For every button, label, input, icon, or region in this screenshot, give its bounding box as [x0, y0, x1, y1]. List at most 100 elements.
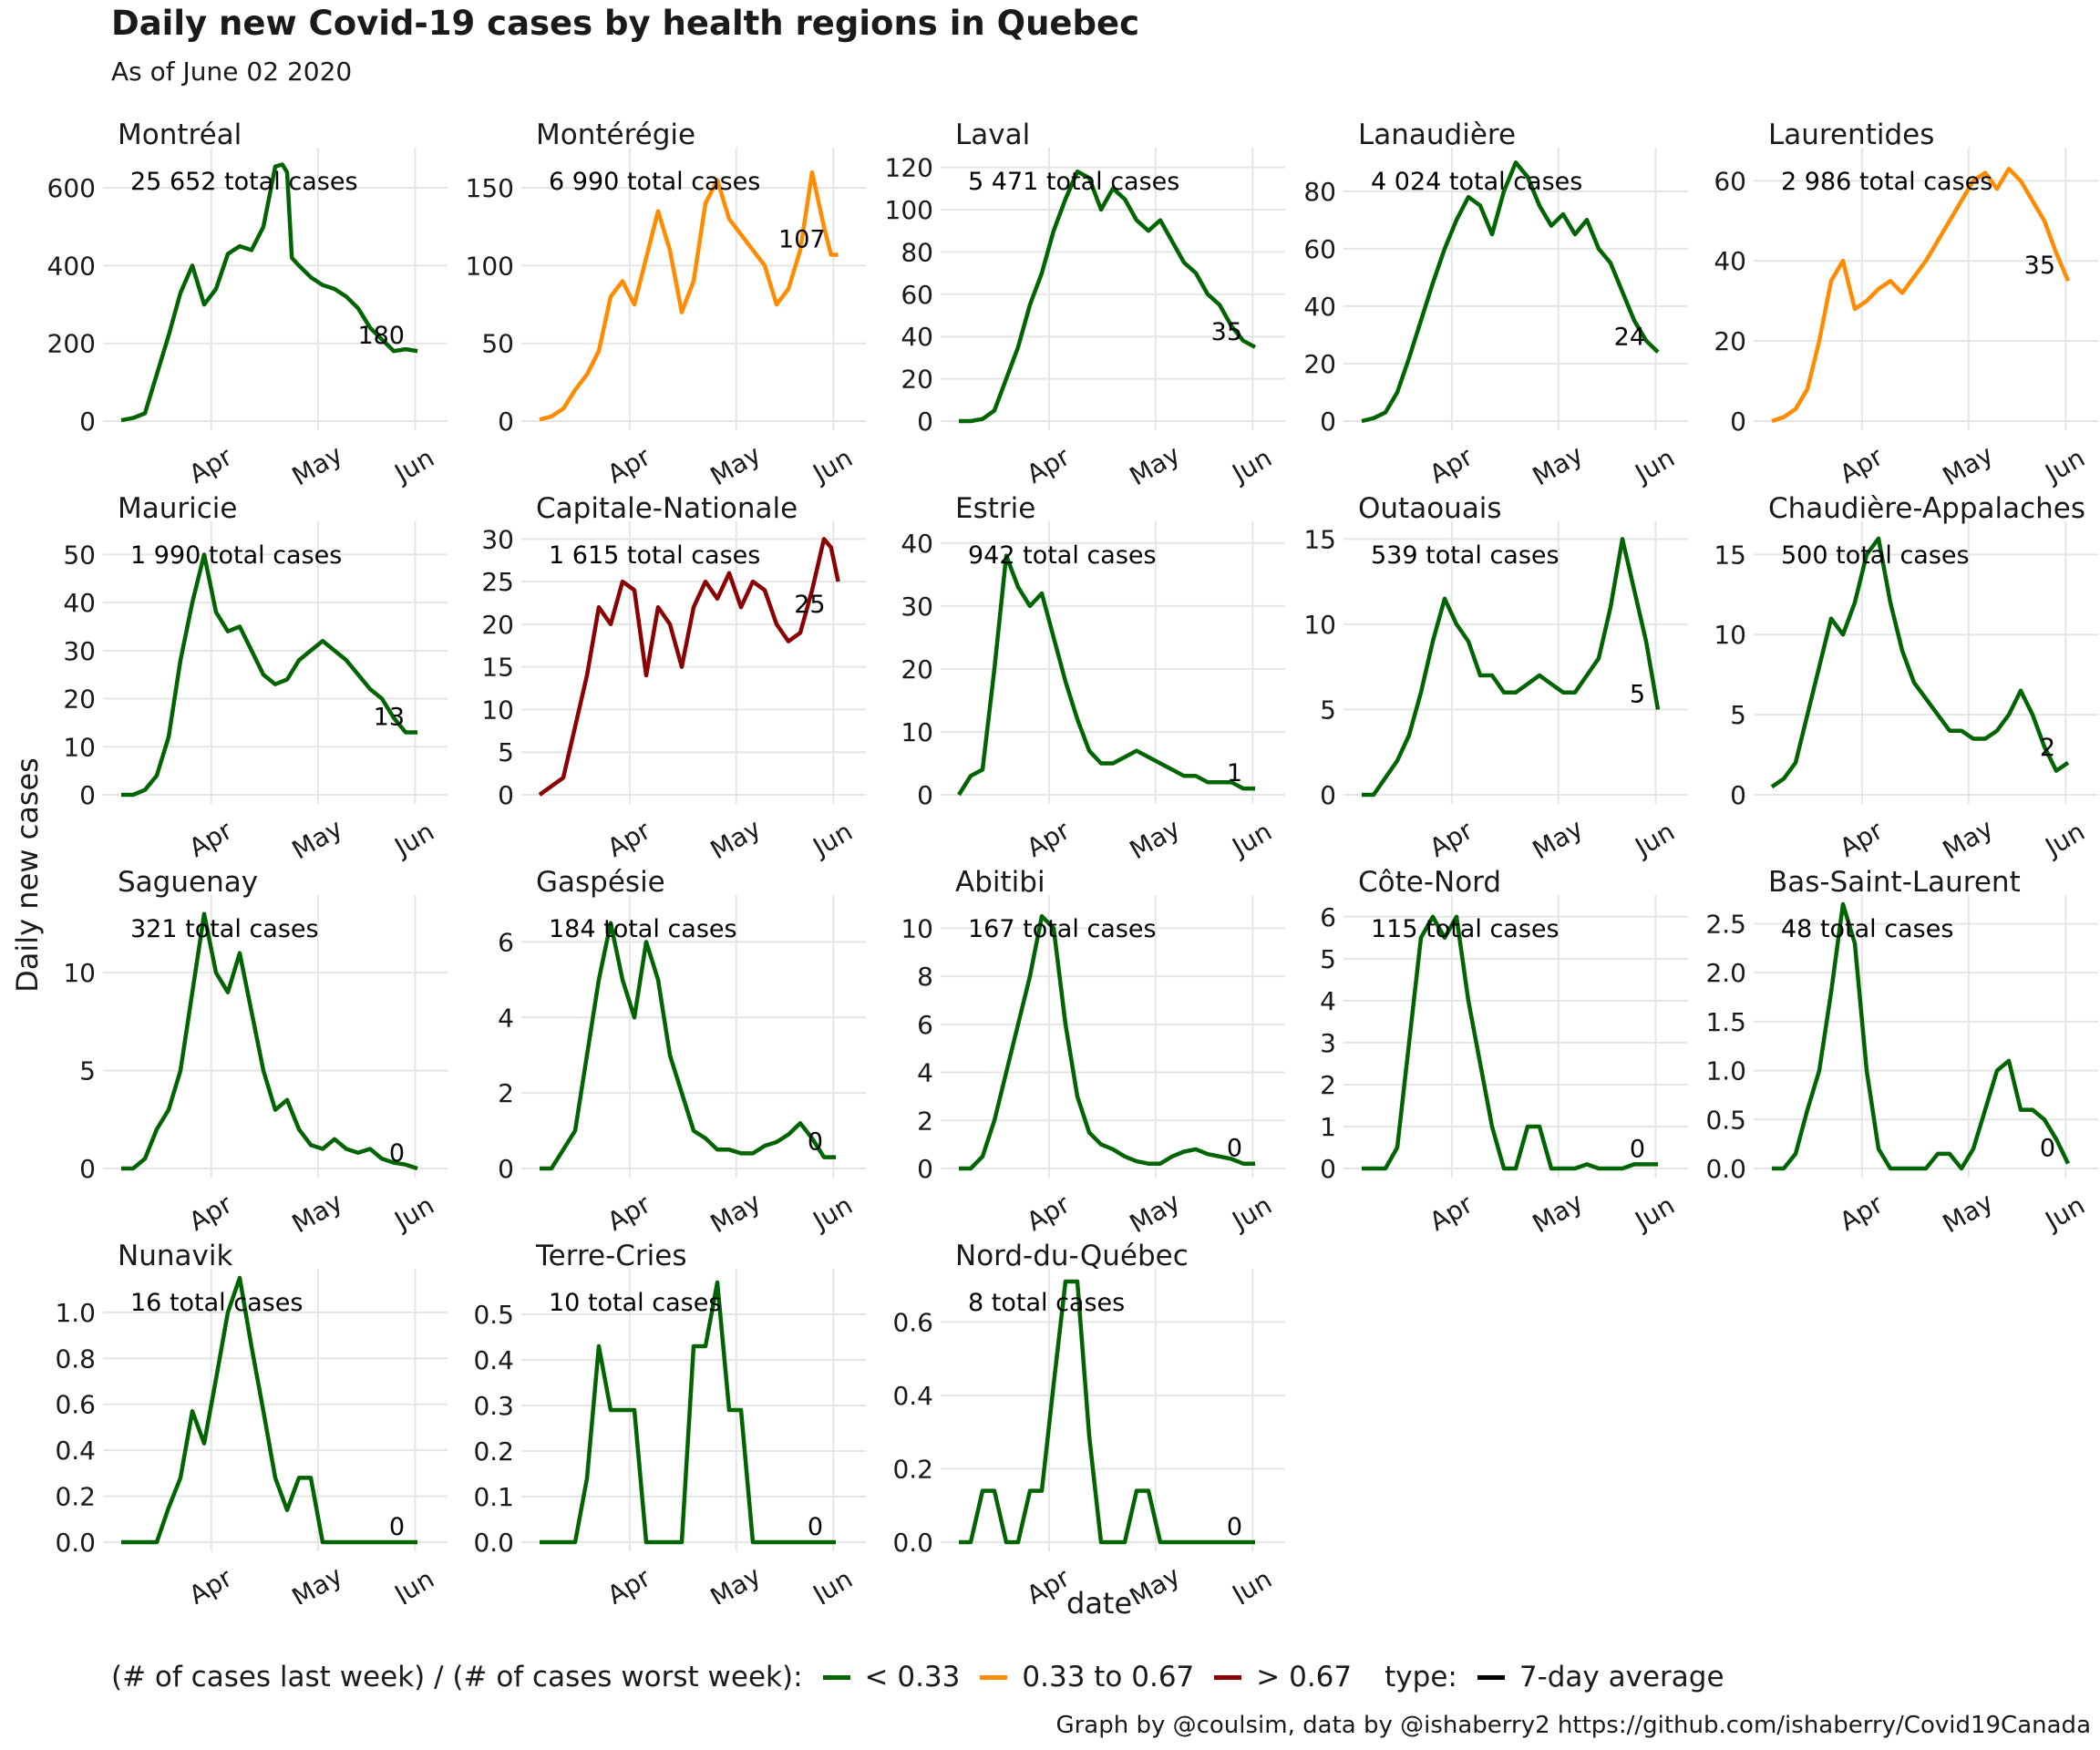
y-tick-label: 20	[481, 610, 514, 640]
panel-title: Gaspésie	[536, 866, 665, 899]
y-tick-label: 20	[1303, 349, 1336, 379]
x-tick-label: May	[1125, 813, 1186, 866]
series-line	[539, 170, 839, 422]
y-tick-label: 0	[1730, 780, 1746, 810]
y-tick-label: 5	[1320, 944, 1336, 974]
y-tick-label: 0.6	[55, 1390, 96, 1420]
x-tick-label: Jun	[2039, 816, 2090, 862]
y-tick-label: 120	[885, 153, 933, 183]
panel-title: Côte-Nord	[1358, 866, 1501, 899]
x-tick-label: Jun	[1629, 1189, 1680, 1236]
y-tick-label: 150	[466, 173, 514, 203]
x-tick-label: Apr	[184, 1189, 238, 1237]
legend-label-low: < 0.33	[864, 1661, 961, 1693]
x-tick-label: Apr	[602, 441, 656, 489]
legend-item-high: > 0.67	[1214, 1661, 1352, 1693]
x-tick-label: May	[287, 439, 348, 492]
y-tick-label: 0.5	[1705, 1105, 1746, 1135]
series-line	[121, 1275, 417, 1545]
y-tick-label: 40	[901, 529, 933, 559]
y-tick-label: 0	[1320, 780, 1336, 810]
y-tick-label: 40	[1303, 292, 1336, 322]
y-tick-label: 20	[901, 365, 933, 395]
total-cases-label: 539 total cases	[1371, 541, 1560, 570]
total-cases-label: 1 990 total cases	[130, 541, 342, 570]
y-tick-label: 0.4	[55, 1436, 96, 1466]
series-line	[1771, 166, 2071, 424]
y-tick-label: 30	[481, 524, 514, 554]
series-line	[1361, 160, 1660, 424]
end-value-label: 25	[794, 591, 825, 619]
x-tick-label: Jun	[2039, 1189, 2090, 1236]
y-tick-label: 40	[1714, 246, 1746, 276]
chart-title: Daily new Covid-19 cases by health regio…	[111, 4, 1140, 43]
legend-key-low	[822, 1674, 850, 1680]
y-tick-label: 60	[1303, 234, 1336, 264]
y-tick-label: 2.0	[1705, 958, 1746, 988]
y-tick-label: 20	[901, 654, 933, 685]
x-tick-label: Apr	[1835, 1189, 1889, 1237]
y-tick-label: 2	[917, 1106, 933, 1136]
y-tick-label: 5	[1730, 700, 1746, 730]
legend-label-7day: 7-day average	[1518, 1661, 1724, 1693]
x-tick-label: Apr	[1022, 815, 1076, 863]
y-tick-label: 8	[917, 962, 933, 992]
x-tick-label: Jun	[807, 1189, 858, 1236]
y-tick-label: 200	[47, 329, 96, 359]
legend: (# of cases last week) / (# of cases wor…	[111, 1661, 1724, 1693]
y-tick-label: 0	[498, 780, 514, 810]
end-value-label: 24	[1614, 323, 1645, 351]
panel-title: Nunavik	[118, 1240, 232, 1272]
y-tick-label: 0	[917, 1154, 933, 1184]
y-tick-label: 1	[1320, 1112, 1336, 1142]
series-line	[959, 913, 1255, 1171]
end-value-label: 13	[374, 703, 405, 731]
series-line	[959, 1279, 1255, 1545]
y-tick-label: 20	[1714, 326, 1746, 356]
y-tick-label: 6	[1320, 902, 1336, 932]
legend-key-high	[1214, 1674, 1242, 1680]
y-tick-label: 100	[466, 251, 514, 281]
y-tick-label: 0	[1730, 407, 1746, 437]
series-line	[957, 553, 1255, 797]
panel-gasp-sie: Gaspésie 0 2 4 6 Apr May Jun 184 total cases 0	[498, 866, 866, 1239]
total-cases-label: 48 total cases	[1781, 915, 1953, 943]
x-tick-label: May	[705, 1187, 767, 1240]
y-tick-label: 0.2	[892, 1454, 933, 1484]
series-line	[121, 552, 417, 798]
y-tick-label: 1.5	[1705, 1007, 1746, 1037]
y-tick-label: 0	[1320, 1154, 1336, 1184]
panel-c-te-nord: Côte-Nord 0 1 2 3 4 5 6 Apr May Jun 115 total cases…	[1320, 866, 1688, 1239]
y-tick-label: 600	[47, 173, 96, 203]
x-tick-label: May	[287, 1560, 348, 1604]
panel-title: Chaudière-Appalaches	[1768, 492, 2085, 525]
y-tick-label: 100	[885, 195, 933, 225]
y-tick-label: 5	[79, 1056, 96, 1086]
end-value-label: 180	[357, 322, 405, 350]
series-line	[1770, 536, 2070, 789]
panel-outaouais: Outaouais 0 5 10 15 Apr May Jun 539 total cases 5	[1303, 492, 1688, 865]
y-tick-label: 2.5	[1705, 909, 1746, 939]
end-value-label: 0	[1227, 1135, 1242, 1163]
panel-lanaudi-re: Lanaudière 0 20 40 60 80 Apr May Jun 4 024 total …	[1303, 118, 1688, 491]
end-value-label: 107	[778, 225, 826, 253]
x-tick-label: Jun	[1629, 442, 1680, 489]
y-tick-label: 0.8	[55, 1343, 96, 1374]
total-cases-label: 4 024 total cases	[1371, 168, 1582, 196]
panel-bas-saint-laurent: Bas-Saint-Laurent 0.0 0.5 1.0 1.5 2.0 2.5 Apr Ma…	[1705, 866, 2098, 1239]
legend-ratio-title: (# of cases last week) / (# of cases wor…	[111, 1661, 803, 1693]
total-cases-label: 5 471 total cases	[968, 168, 1179, 196]
y-tick-label: 0	[1320, 407, 1336, 437]
panel-title: Abitibi	[955, 866, 1045, 899]
y-tick-label: 30	[63, 636, 96, 666]
y-tick-label: 0.1	[473, 1482, 514, 1512]
legend-item-low: < 0.33	[822, 1661, 961, 1693]
end-value-label: 35	[1211, 318, 1242, 346]
x-tick-label: May	[1938, 813, 1999, 866]
y-tick-label: 80	[901, 237, 933, 267]
x-axis-label: date	[1066, 1586, 1133, 1621]
panel-title: Laurentides	[1768, 118, 1934, 151]
total-cases-label: 321 total cases	[130, 915, 319, 943]
y-tick-label: 30	[901, 592, 933, 622]
